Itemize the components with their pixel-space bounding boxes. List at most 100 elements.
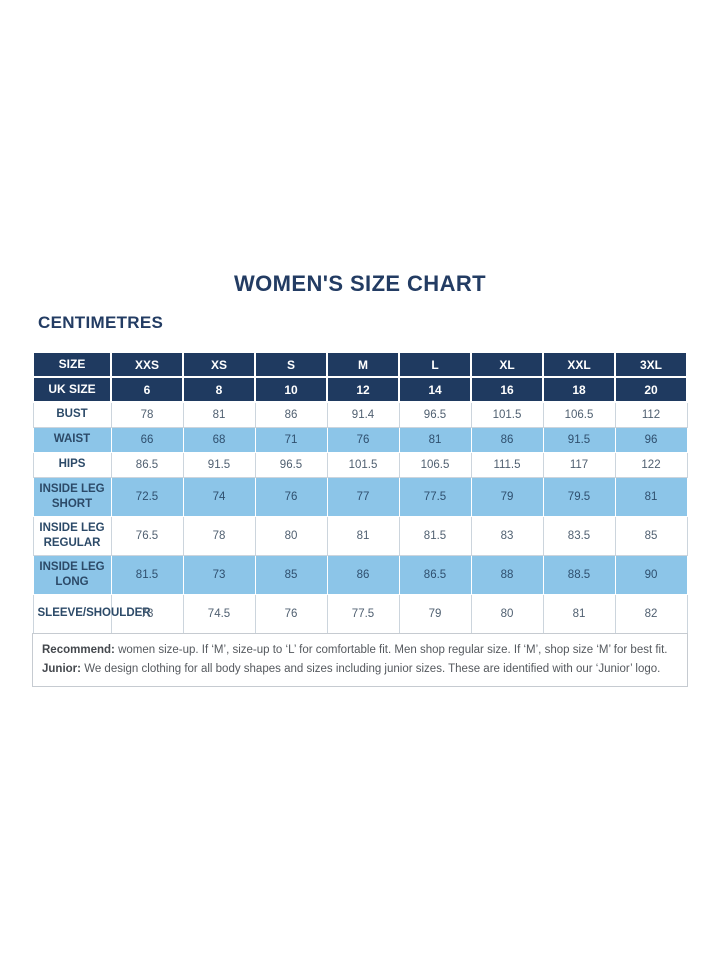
size-value-cell: 73 — [182, 554, 256, 595]
size-value-cell: 86 — [254, 401, 328, 428]
size-value-cell: 12 — [326, 376, 400, 403]
row-label-cell: WAIST — [32, 426, 112, 453]
size-value-cell: XS — [182, 351, 256, 378]
size-table-body: SIZE XXS XS S M L XL XXL 3XL UK SIZE 6 8 10 12 14 16 18 2… — [32, 351, 688, 634]
size-value-cell: 83 — [470, 515, 544, 556]
size-value-cell: 82 — [614, 593, 688, 634]
size-value-cell: 76.5 — [110, 515, 184, 556]
size-value-cell: 81.5 — [110, 554, 184, 595]
size-table-row: UK SIZE 6 8 10 12 14 16 18 20 — [32, 376, 688, 403]
size-value-cell: 76 — [254, 593, 328, 634]
size-value-cell: 16 — [470, 376, 544, 403]
page-title: WOMEN'S SIZE CHART — [234, 271, 486, 296]
size-value-cell: 18 — [542, 376, 616, 403]
size-value-cell: M — [326, 351, 400, 378]
row-label-cell: UK SIZE — [32, 376, 112, 403]
size-value-cell: 81 — [398, 426, 472, 453]
size-value-cell: L — [398, 351, 472, 378]
size-value-cell: 79 — [470, 476, 544, 517]
size-value-cell: 91.5 — [542, 426, 616, 453]
size-table: SIZE XXS XS S M L XL XXL 3XL UK SIZE 6 8 10 12 14 16 18 2… — [32, 351, 688, 634]
size-value-cell: 78 — [110, 401, 184, 428]
size-value-cell: 106.5 — [398, 451, 472, 478]
size-table-row: BUST 78 81 86 91.4 96.5 101.5 106.5 112 — [32, 401, 688, 428]
size-value-cell: 117 — [542, 451, 616, 478]
size-value-cell: 91.4 — [326, 401, 400, 428]
size-value-cell: 14 — [398, 376, 472, 403]
row-label-cell: HIPS — [32, 451, 112, 478]
size-value-cell: 72.5 — [110, 476, 184, 517]
size-value-cell: 122 — [614, 451, 688, 478]
size-value-cell: 3XL — [614, 351, 688, 378]
size-table-row: WAIST 66 68 71 76 81 86 91.5 96 — [32, 426, 688, 453]
size-value-cell: 96.5 — [398, 401, 472, 428]
size-value-cell: 96 — [614, 426, 688, 453]
size-table-row: INSIDE LEG SHORT 72.5 74 76 77 77.5 79 79.5 81 — [32, 476, 688, 517]
size-value-cell: 80 — [470, 593, 544, 634]
size-table-row: INSIDE LEG LONG 81.5 73 85 86 86.5 88 88.5 90 — [32, 554, 688, 595]
size-table-row: SIZE XXS XS S M L XL XXL 3XL — [32, 351, 688, 378]
size-table-row: INSIDE LEG REGULAR 76.5 78 80 81 81.5 83 83.5 85 — [32, 515, 688, 556]
size-value-cell: 77 — [326, 476, 400, 517]
size-value-cell: 77.5 — [398, 476, 472, 517]
size-value-cell: 81.5 — [398, 515, 472, 556]
size-value-cell: 73 — [110, 593, 184, 634]
size-value-cell: 96.5 — [254, 451, 328, 478]
footnote-recommend-text: women size-up. If ‘M’, size-up to ‘L’ fo… — [118, 644, 668, 656]
footnote-junior-text: We design clothing for all body shapes a… — [84, 663, 661, 675]
size-value-cell: 8 — [182, 376, 256, 403]
footnote-recommend-label: Recommend: — [42, 644, 115, 656]
size-value-cell: 81 — [326, 515, 400, 556]
size-value-cell: 68 — [182, 426, 256, 453]
size-value-cell: 81 — [182, 401, 256, 428]
size-value-cell: 91.5 — [182, 451, 256, 478]
size-value-cell: 81 — [542, 593, 616, 634]
size-value-cell: 85 — [254, 554, 328, 595]
size-value-cell: 79.5 — [542, 476, 616, 517]
size-value-cell: 86 — [326, 554, 400, 595]
units-heading: CENTIMETRES — [38, 313, 164, 332]
size-value-cell: XL — [470, 351, 544, 378]
size-value-cell: 76 — [254, 476, 328, 517]
row-label-cell: INSIDE LEG REGULAR — [32, 515, 112, 556]
size-value-cell: XXL — [542, 351, 616, 378]
size-value-cell: 78 — [182, 515, 256, 556]
footnote-box: Recommend: women size-up. If ‘M’, size-u… — [32, 633, 688, 687]
size-value-cell: 6 — [110, 376, 184, 403]
footnote-junior-label: Junior: — [42, 663, 81, 675]
size-table-row: SLEEVE/SHOULDER 73 74.5 76 77.5 79 80 81 82 — [32, 593, 688, 634]
row-label-cell: INSIDE LEG LONG — [32, 554, 112, 595]
size-value-cell: 10 — [254, 376, 328, 403]
size-value-cell: 77.5 — [326, 593, 400, 634]
size-value-cell: 112 — [614, 401, 688, 428]
row-label-cell: BUST — [32, 401, 112, 428]
size-value-cell: 83.5 — [542, 515, 616, 556]
size-value-cell: 86.5 — [398, 554, 472, 595]
size-value-cell: 101.5 — [326, 451, 400, 478]
size-value-cell: 88.5 — [542, 554, 616, 595]
size-value-cell: 101.5 — [470, 401, 544, 428]
size-value-cell: 90 — [614, 554, 688, 595]
row-label-cell: INSIDE LEG SHORT — [32, 476, 112, 517]
size-table-row: HIPS 86.5 91.5 96.5 101.5 106.5 111.5 117 122 — [32, 451, 688, 478]
row-label-cell: SIZE — [32, 351, 112, 378]
size-value-cell: 111.5 — [470, 451, 544, 478]
size-value-cell: 71 — [254, 426, 328, 453]
size-value-cell: 81 — [614, 476, 688, 517]
size-value-cell: 85 — [614, 515, 688, 556]
size-value-cell: 80 — [254, 515, 328, 556]
footnote-junior: Junior: We design clothing for all body … — [42, 660, 678, 679]
footnote-recommend: Recommend: women size-up. If ‘M’, size-u… — [42, 641, 678, 660]
size-value-cell: 66 — [110, 426, 184, 453]
size-value-cell: 79 — [398, 593, 472, 634]
size-value-cell: 76 — [326, 426, 400, 453]
size-value-cell: S — [254, 351, 328, 378]
size-value-cell: 74.5 — [182, 593, 256, 634]
size-value-cell: 86.5 — [110, 451, 184, 478]
size-value-cell: XXS — [110, 351, 184, 378]
size-value-cell: 20 — [614, 376, 688, 403]
size-value-cell: 74 — [182, 476, 256, 517]
size-value-cell: 88 — [470, 554, 544, 595]
size-value-cell: 86 — [470, 426, 544, 453]
